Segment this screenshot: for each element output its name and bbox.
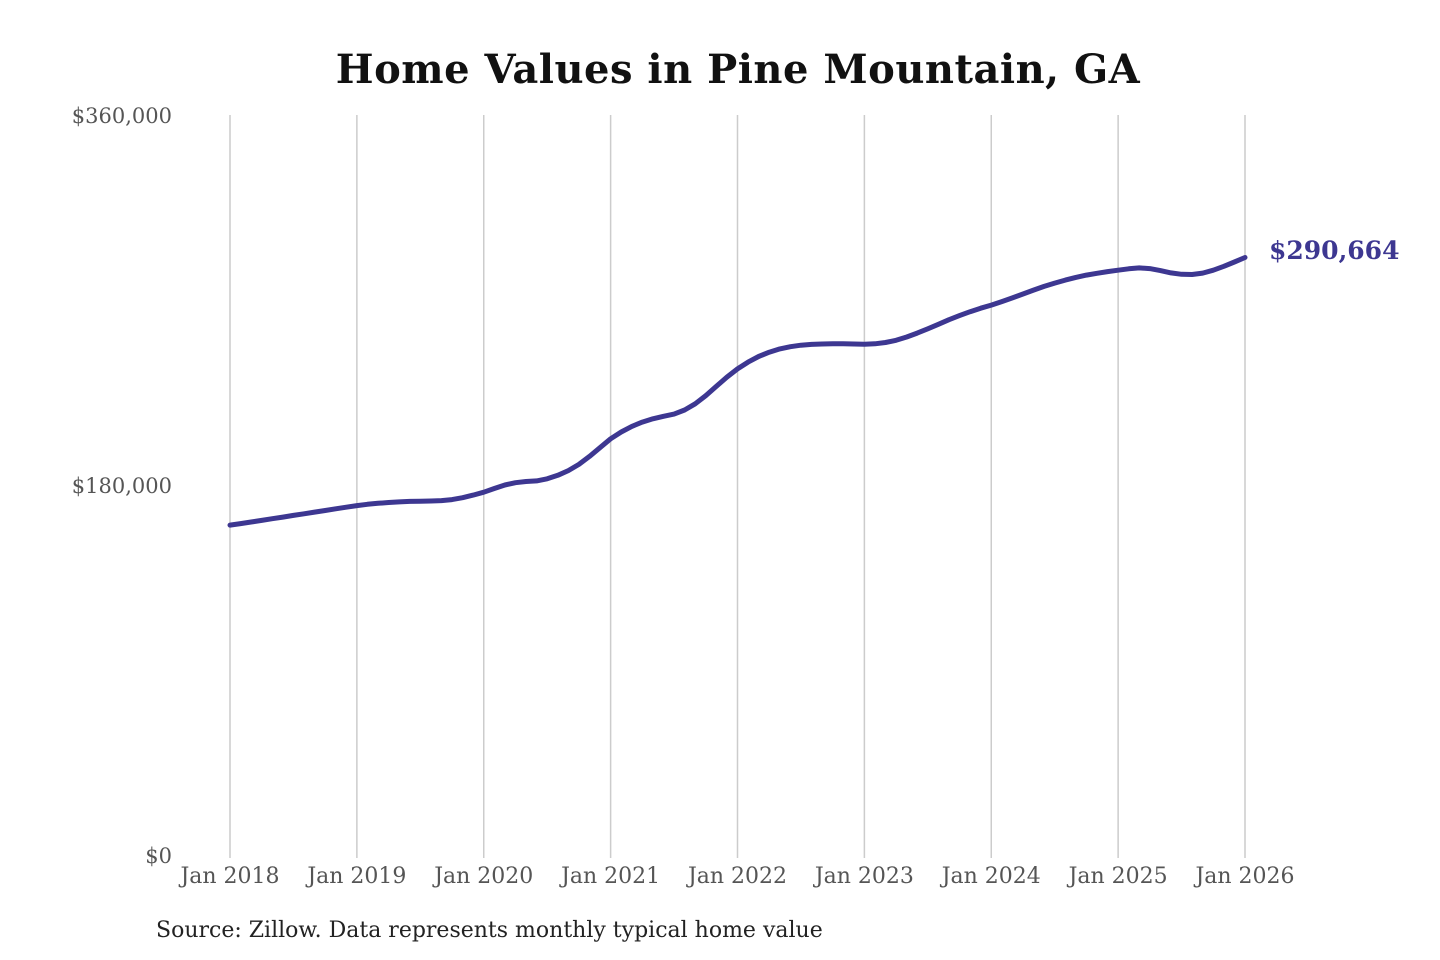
y-tick-label-360000: $360,000 <box>72 104 172 128</box>
x-tick-label-jan-2023: Jan 2023 <box>813 864 914 889</box>
x-tick-label-jan-2018: Jan 2018 <box>178 864 279 889</box>
y-tick-label-0: $0 <box>145 844 172 868</box>
x-tick-label-jan-2019: Jan 2019 <box>305 864 406 889</box>
x-tick-label-jan-2022: Jan 2022 <box>686 864 787 889</box>
source-note: Source: Zillow. Data represents monthly … <box>156 918 823 943</box>
home-value-line <box>227 255 1248 528</box>
chart-title: Home Values in Pine Mountain, GA <box>335 46 1141 93</box>
x-tick-label-jan-2025: Jan 2025 <box>1067 864 1168 889</box>
x-tick-label-jan-2024: Jan 2024 <box>940 864 1041 889</box>
x-tick-label-jan-2020: Jan 2020 <box>432 864 533 889</box>
x-tick-label-jan-2021: Jan 2021 <box>559 864 660 889</box>
latest-value-annotation: $290,664 <box>1269 235 1400 265</box>
x-tick-label-jan-2026: Jan 2026 <box>1193 864 1294 889</box>
y-tick-label-180000: $180,000 <box>72 474 172 498</box>
